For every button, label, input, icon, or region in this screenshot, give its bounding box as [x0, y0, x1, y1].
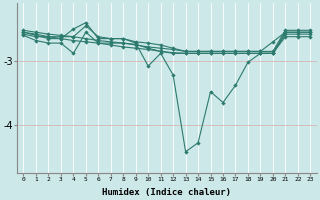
X-axis label: Humidex (Indice chaleur): Humidex (Indice chaleur)	[102, 188, 231, 197]
